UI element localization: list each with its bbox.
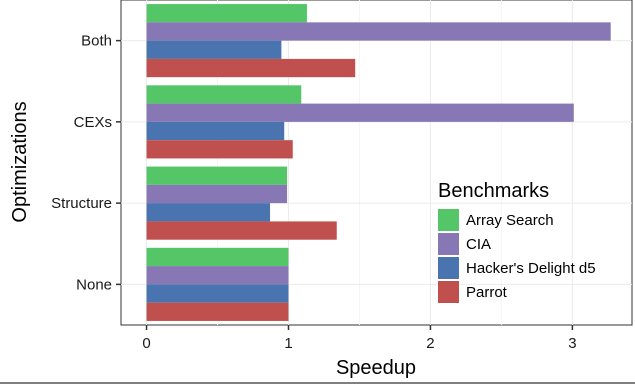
x-tick-label: 0 <box>142 335 150 352</box>
x-tick-label: 2 <box>426 335 434 352</box>
legend-key <box>438 209 459 231</box>
legend-label: Hacker's Delight d5 <box>466 260 596 277</box>
bar <box>146 4 307 23</box>
legend-key <box>438 281 459 303</box>
x-tick-label: 1 <box>284 335 292 352</box>
legend-label: Array Search <box>466 212 554 229</box>
y-axis-title: Optimizations <box>9 101 31 222</box>
y-tick-label: CEXs <box>74 114 112 131</box>
bar <box>146 58 356 78</box>
bars <box>146 4 611 321</box>
bar <box>146 140 293 159</box>
y-tick-label: Both <box>81 33 112 50</box>
bar <box>146 247 289 267</box>
bar <box>146 40 282 59</box>
legend-key <box>438 257 459 279</box>
bar <box>146 302 289 321</box>
legend-label: Parrot <box>466 284 508 301</box>
legend-title: Benchmarks <box>438 180 549 202</box>
legend-key <box>438 233 459 255</box>
bar <box>146 85 302 104</box>
x-tick-label: 3 <box>568 335 576 352</box>
legend: Benchmarks Array Search CIA Hacker's Delig… <box>438 180 596 303</box>
axes: 0 1 2 3 None Structure CEXs Both <box>51 33 576 352</box>
y-tick-label: Structure <box>51 195 112 212</box>
bar <box>146 166 288 185</box>
bar <box>146 121 285 141</box>
x-axis-title: Speedup <box>336 357 416 379</box>
bar <box>146 184 288 204</box>
bar <box>146 203 271 222</box>
bar <box>146 22 611 41</box>
y-tick-label: None <box>76 276 112 293</box>
bar <box>146 266 289 285</box>
bar <box>146 284 289 303</box>
legend-label: CIA <box>466 236 491 253</box>
bar <box>146 103 574 122</box>
bar <box>146 221 337 240</box>
